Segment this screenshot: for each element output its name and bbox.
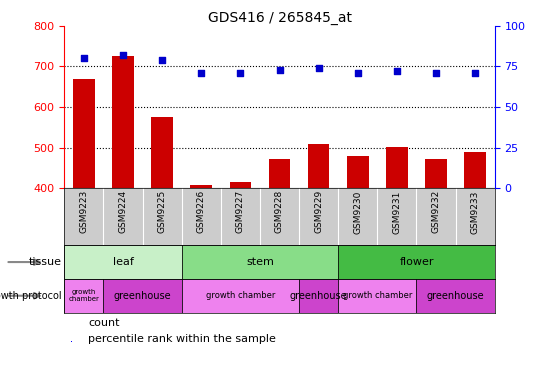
Title: GDS416 / 265845_at: GDS416 / 265845_at [207, 11, 352, 25]
Point [275, 67, 284, 72]
Text: greenhouse: greenhouse [427, 291, 485, 301]
Text: tissue: tissue [29, 257, 61, 267]
Bar [71, 341, 72, 342]
Bar [151, 117, 173, 188]
Text: GSM9224: GSM9224 [119, 190, 127, 233]
Point [471, 70, 480, 76]
Text: growth chamber: growth chamber [206, 291, 275, 300]
Bar [191, 185, 212, 188]
Text: count: count [88, 318, 120, 328]
Point [158, 57, 167, 63]
Text: GSM9231: GSM9231 [392, 190, 401, 234]
Text: GSM9230: GSM9230 [353, 190, 362, 234]
Text: stem: stem [246, 257, 274, 267]
Text: greenhouse: greenhouse [290, 291, 348, 301]
Bar [73, 79, 94, 188]
Text: GSM9232: GSM9232 [432, 190, 440, 234]
Text: flower: flower [399, 257, 434, 267]
Bar [347, 156, 368, 188]
Point [79, 55, 88, 61]
Text: GSM9223: GSM9223 [79, 190, 88, 234]
Text: growth
chamber: growth chamber [68, 289, 100, 302]
Point [392, 68, 401, 74]
Point [432, 70, 440, 76]
Text: growth chamber: growth chamber [343, 291, 412, 300]
Bar [182, 279, 299, 313]
Bar [64, 279, 103, 313]
Bar [64, 245, 182, 279]
Bar [182, 245, 338, 279]
Point [353, 70, 362, 76]
Bar [230, 182, 251, 188]
Bar [308, 144, 329, 188]
Bar [338, 245, 495, 279]
Bar [112, 56, 134, 188]
Bar [386, 147, 408, 188]
Bar [338, 279, 416, 313]
Bar [416, 279, 495, 313]
Text: percentile rank within the sample: percentile rank within the sample [88, 334, 276, 344]
Text: GSM9225: GSM9225 [158, 190, 167, 234]
Bar [299, 279, 338, 313]
Point [119, 52, 127, 58]
Bar [269, 159, 290, 188]
Text: GSM9233: GSM9233 [471, 190, 480, 234]
Text: GSM9228: GSM9228 [275, 190, 284, 234]
Bar [465, 152, 486, 188]
Point [197, 70, 206, 76]
Text: leaf: leaf [112, 257, 134, 267]
Bar [103, 279, 182, 313]
Text: GSM9227: GSM9227 [236, 190, 245, 234]
Text: greenhouse: greenhouse [113, 291, 172, 301]
Point [314, 65, 323, 71]
Bar [425, 159, 447, 188]
Point [236, 70, 245, 76]
Text: GSM9229: GSM9229 [314, 190, 323, 234]
Text: GSM9226: GSM9226 [197, 190, 206, 234]
Text: growth protocol: growth protocol [0, 291, 61, 301]
